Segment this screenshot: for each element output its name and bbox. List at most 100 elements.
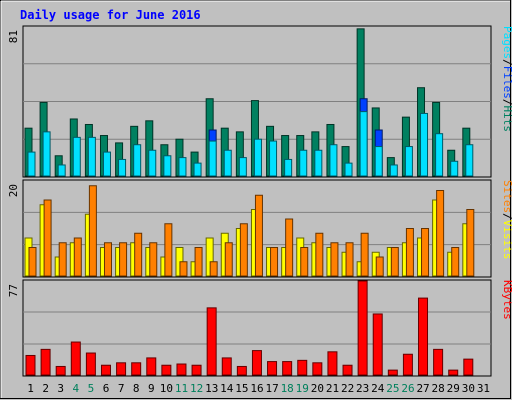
panel-mid-ymax-label: 20 bbox=[7, 184, 20, 197]
legend-item-pages: Pages bbox=[501, 26, 512, 59]
bar-pages-day-5 bbox=[87, 136, 96, 177]
bar-kbytes-day-13 bbox=[206, 307, 217, 376]
bar-sites-day-2 bbox=[43, 199, 52, 277]
bar-pages-day-2 bbox=[42, 131, 51, 177]
bar-pages-day-27 bbox=[420, 112, 429, 177]
x-tick-label-day-6: 6 bbox=[103, 382, 110, 395]
bar-sites-day-4 bbox=[73, 237, 82, 277]
panel-mid: 20 Sites/Visits bbox=[7, 179, 512, 278]
x-tick-label-day-3: 3 bbox=[57, 382, 64, 395]
bar-pages-day-28 bbox=[435, 133, 444, 177]
bar-kbytes-day-29 bbox=[448, 369, 459, 376]
bar-sites-day-5 bbox=[88, 185, 97, 277]
bar-kbytes-day-21 bbox=[327, 351, 338, 376]
bar-kbytes-day-28 bbox=[433, 348, 444, 376]
panel-bot-ymax-label: 77 bbox=[7, 284, 20, 297]
bar-pages-day-11 bbox=[178, 157, 187, 177]
bar-pages-day-16 bbox=[253, 138, 262, 177]
legend-item-separator: / bbox=[501, 59, 512, 66]
bar-sites-day-10 bbox=[164, 223, 173, 277]
legend-item-separator: / bbox=[501, 213, 512, 220]
x-tick-label-day-29: 29 bbox=[447, 382, 460, 395]
bar-kbytes-day-12 bbox=[191, 364, 202, 376]
x-tick-label-day-13: 13 bbox=[205, 382, 218, 395]
bar-pages-day-24 bbox=[374, 146, 383, 177]
bar-sites-day-30 bbox=[466, 209, 475, 277]
bar-sites-day-17 bbox=[270, 247, 279, 277]
bar-kbytes-day-5 bbox=[85, 352, 96, 376]
bar-sites-day-20 bbox=[315, 232, 324, 277]
bar-sites-day-12 bbox=[194, 247, 203, 277]
bar-kbytes-day-1 bbox=[25, 354, 36, 376]
bar-pages-day-10 bbox=[163, 155, 172, 177]
bar-sites-day-8 bbox=[134, 232, 143, 277]
x-tick-label-day-15: 15 bbox=[235, 382, 248, 395]
bar-kbytes-day-22 bbox=[342, 364, 353, 376]
bar-pages-day-30 bbox=[465, 144, 474, 177]
bar-pages-day-6 bbox=[102, 151, 111, 177]
bar-sites-day-11 bbox=[179, 261, 188, 277]
bar-pages-day-8 bbox=[133, 144, 142, 177]
panel-mid-legend: Sites/Visits bbox=[501, 180, 512, 260]
bar-sites-day-7 bbox=[119, 242, 128, 277]
x-tick-label-day-9: 9 bbox=[148, 382, 155, 395]
bar-kbytes-day-16 bbox=[251, 350, 262, 376]
bar-kbytes-day-3 bbox=[55, 365, 66, 376]
bar-sites-day-14 bbox=[224, 242, 233, 277]
bar-kbytes-day-6 bbox=[100, 364, 111, 376]
x-tick-label-day-8: 8 bbox=[133, 382, 140, 395]
bar-sites-day-28 bbox=[436, 190, 445, 277]
bar-sites-day-25 bbox=[390, 247, 399, 277]
bar-sites-day-29 bbox=[451, 247, 460, 277]
bar-kbytes-day-8 bbox=[131, 362, 142, 376]
x-tick-label-day-28: 28 bbox=[432, 382, 445, 395]
bar-pages-day-26 bbox=[404, 146, 413, 177]
bar-pages-day-1 bbox=[27, 151, 36, 177]
bar-kbytes-day-4 bbox=[70, 341, 81, 376]
legend-item-hits: Hits bbox=[501, 106, 512, 133]
bar-sites-day-16 bbox=[254, 194, 263, 277]
panel-top-legend: Pages/Files/Hits bbox=[501, 26, 512, 132]
bar-sites-day-9 bbox=[149, 242, 158, 277]
x-tick-label-day-19: 19 bbox=[296, 382, 309, 395]
bar-sites-day-24 bbox=[375, 256, 384, 277]
bar-kbytes-day-30 bbox=[463, 358, 474, 376]
bar-kbytes-day-9 bbox=[146, 357, 157, 376]
x-tick-label-day-18: 18 bbox=[281, 382, 294, 395]
bar-pages-day-7 bbox=[118, 158, 127, 177]
bar-sites-day-13 bbox=[209, 261, 218, 277]
x-tick-label-day-30: 30 bbox=[462, 382, 475, 395]
legend-item-kbytes: KBytes bbox=[501, 280, 512, 320]
bar-pages-day-22 bbox=[344, 162, 353, 177]
bar-pages-day-18 bbox=[284, 158, 293, 177]
x-tick-label-day-10: 10 bbox=[160, 382, 173, 395]
legend-item-files: Files bbox=[501, 66, 512, 99]
bar-pages-day-29 bbox=[450, 160, 459, 177]
panel-top-ymax-label: 81 bbox=[7, 30, 20, 43]
x-tick-label-day-1: 1 bbox=[27, 382, 34, 395]
panel-bot-legend: KBytes bbox=[501, 280, 512, 320]
bar-kbytes-day-24 bbox=[372, 313, 383, 376]
x-tick-label-day-17: 17 bbox=[265, 382, 278, 395]
x-tick-label-day-24: 24 bbox=[371, 382, 385, 395]
x-tick-label-day-22: 22 bbox=[341, 382, 354, 395]
bar-kbytes-day-20 bbox=[312, 362, 323, 376]
bar-kbytes-day-7 bbox=[116, 362, 127, 376]
chart-title: Daily usage for June 2016 bbox=[20, 8, 201, 22]
bar-kbytes-day-19 bbox=[297, 359, 308, 376]
x-tick-label-day-14: 14 bbox=[220, 382, 234, 395]
bar-pages-day-3 bbox=[57, 164, 66, 177]
panel-bot: 77 KBytes bbox=[7, 279, 512, 377]
bar-kbytes-day-17 bbox=[267, 361, 278, 376]
bar-kbytes-day-23 bbox=[357, 280, 368, 376]
bar-sites-day-21 bbox=[330, 242, 339, 277]
bar-pages-day-21 bbox=[329, 144, 338, 177]
x-tick-label-day-2: 2 bbox=[42, 382, 49, 395]
bar-sites-day-27 bbox=[421, 228, 430, 277]
bar-kbytes-day-2 bbox=[40, 348, 51, 376]
bar-sites-day-22 bbox=[345, 242, 354, 277]
x-tick-label-day-23: 23 bbox=[356, 382, 369, 395]
bar-pages-day-19 bbox=[299, 149, 308, 177]
